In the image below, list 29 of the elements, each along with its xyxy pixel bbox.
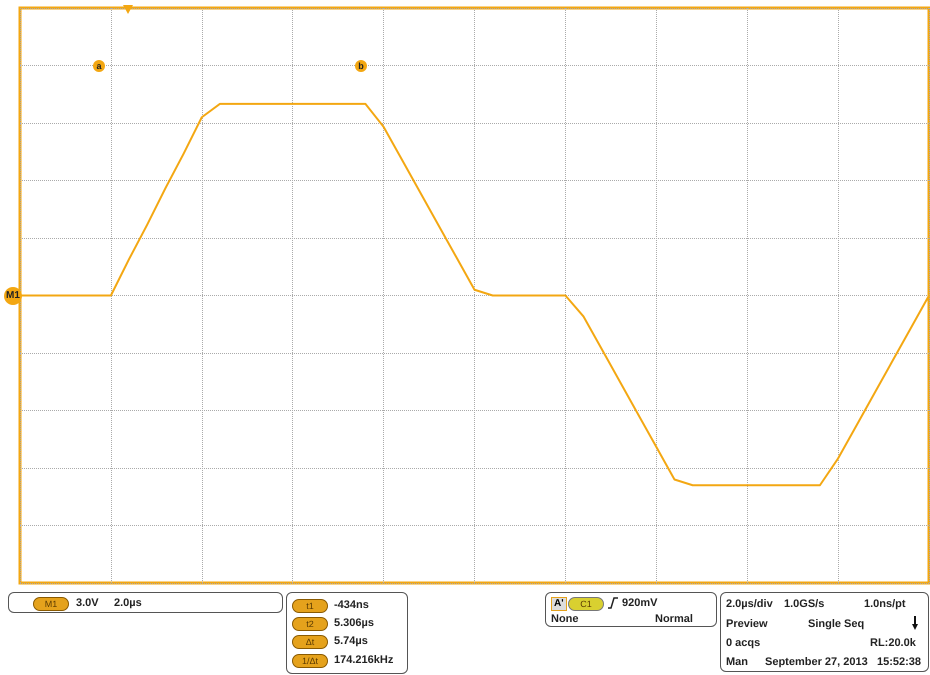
text: t2 xyxy=(292,617,328,631)
text: C1 xyxy=(568,597,604,611)
text: 3.0V xyxy=(76,596,99,610)
text: 1.0GS/s xyxy=(784,597,824,611)
text: Normal xyxy=(655,612,693,626)
text: 2.0µs xyxy=(114,596,142,610)
text: Δt xyxy=(292,635,328,649)
text: 2.0µs/div xyxy=(726,597,773,611)
text: 920mV xyxy=(622,596,658,610)
text: b xyxy=(355,60,367,72)
text: 15:52:38 xyxy=(877,655,922,669)
text: -434ns xyxy=(334,598,369,612)
text: Man xyxy=(726,655,748,669)
text: 0 acqs xyxy=(726,636,760,650)
text: a xyxy=(93,60,105,72)
text: Preview xyxy=(726,617,768,631)
text: September 27, 2013 xyxy=(765,655,868,669)
text: 1/Δt xyxy=(292,654,328,668)
text: 1.0ns/pt xyxy=(864,597,906,611)
text: RL:20.0k xyxy=(870,636,916,650)
text: M1 xyxy=(4,286,22,304)
text: 174.216kHz xyxy=(334,653,394,667)
text: 5.74µs xyxy=(334,634,368,648)
text: 5.306µs xyxy=(334,616,374,630)
text: Single Seq xyxy=(808,617,864,631)
text: M1 xyxy=(33,597,69,611)
text: None xyxy=(551,612,578,626)
text: t1 xyxy=(292,599,328,613)
text: A' xyxy=(551,597,567,611)
